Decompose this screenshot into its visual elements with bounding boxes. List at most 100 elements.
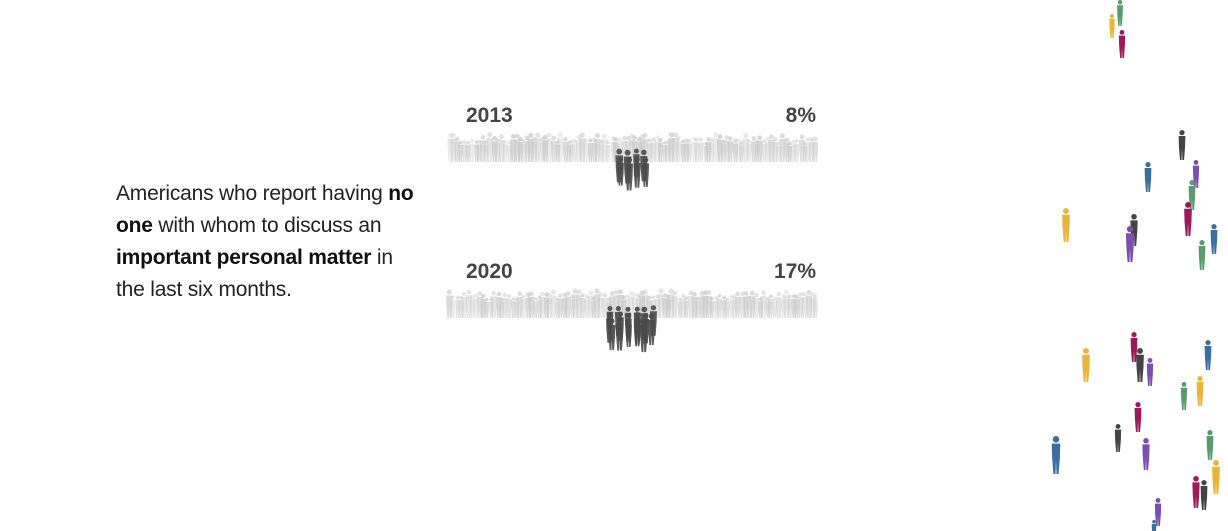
faded-person [708,138,715,162]
faded-person [793,138,800,162]
faded-person [465,289,473,318]
crowd-person [1117,0,1123,26]
faded-person [781,294,787,318]
caption-lead: Americans who report having [116,182,389,205]
faded-person [517,136,524,162]
faded-person [465,140,471,162]
faded-person [579,292,586,318]
faded-person [536,295,543,318]
faded-person [717,133,724,162]
crowd-person [1146,358,1154,386]
faded-person [691,136,698,162]
percent-label-2020: 17% [773,260,816,283]
faded-person [447,132,455,162]
faded-person [605,140,611,162]
caption-bold-no-one: no one [116,182,414,237]
faded-person [501,292,508,318]
crowd-person [1192,476,1200,508]
highlighted-person [617,156,624,186]
highlighted-person [633,156,641,188]
crowd-person [1142,438,1150,470]
crowd-person [1051,436,1061,474]
crowd-person [1125,226,1135,262]
crowd-person [1200,480,1208,510]
faded-person [753,292,760,318]
faded-person [779,133,786,162]
crowd-person [1114,424,1122,452]
crowd-person [1206,430,1214,460]
faded-person [534,132,542,162]
faded-person [593,288,601,318]
faded-person [550,289,557,318]
faded-person [557,293,563,318]
row-2020: 2020 17% [446,260,818,398]
faded-person [761,139,767,162]
faded-person [450,295,456,318]
faded-person [483,140,489,162]
crowd-person [1151,520,1157,531]
faded-person [469,138,475,162]
chart-caption: Americans who report having no one with … [116,178,416,306]
faded-person [802,141,808,162]
crowd-person [1154,498,1162,526]
faded-person [543,292,550,318]
faded-person [677,297,683,318]
faded-person [599,139,605,162]
faded-person [584,294,590,318]
decorative-crowd [1051,0,1220,531]
faded-person [743,291,750,318]
highlighted-person [625,318,632,347]
faded-person [520,294,526,318]
faded-person [797,292,804,318]
faded-person [729,295,735,318]
crowd-person [1130,332,1138,362]
faded-person [732,138,739,162]
highlighted-person [642,157,650,187]
faded-person [594,133,601,162]
faded-person [578,132,586,162]
caption-tail: in the last six months. [116,246,393,301]
faded-person [705,136,712,162]
faded-person [742,132,750,162]
row-2013-header: 2013 8% [446,104,818,132]
crowd-person [1178,130,1186,160]
percent-label-2013: 8% [785,104,816,127]
faded-person [528,291,535,318]
faded-person [768,294,774,318]
faded-person [667,132,675,162]
faded-person [756,135,763,162]
faded-person [458,295,464,318]
crowd-person [1210,224,1218,254]
faded-person [564,291,572,318]
faded-person [550,135,557,162]
caption-bold-matter: important personal matter [116,246,372,269]
year-label-2020: 2020 [466,260,513,283]
crowd-person [1109,14,1115,38]
caption-mid: with whom to discuss an [152,214,382,237]
faded-person [716,293,723,318]
crowd-person [1184,202,1192,236]
highlighted-person [615,316,624,351]
highlighted-person [608,318,616,351]
row-2020-header: 2020 17% [446,260,818,288]
faded-person [787,141,793,162]
faded-person [758,297,764,318]
row-2013: 2013 8% [446,104,818,214]
faded-person [602,293,608,318]
faded-person [484,297,490,318]
crowd-person [1198,240,1206,270]
faded-person [746,139,752,162]
crowd-person [1118,30,1126,58]
crowd-person [1134,402,1142,432]
faded-person [760,290,767,318]
crowd-person [1144,162,1152,192]
crowd-person [1196,376,1204,406]
faded-person [587,138,594,162]
faded-person [775,292,782,318]
faded-person [790,140,796,162]
faded-person [542,134,549,162]
faded-person [698,137,704,162]
faded-person [725,297,730,318]
faded-person [533,297,538,318]
year-label-2013: 2013 [466,104,513,127]
